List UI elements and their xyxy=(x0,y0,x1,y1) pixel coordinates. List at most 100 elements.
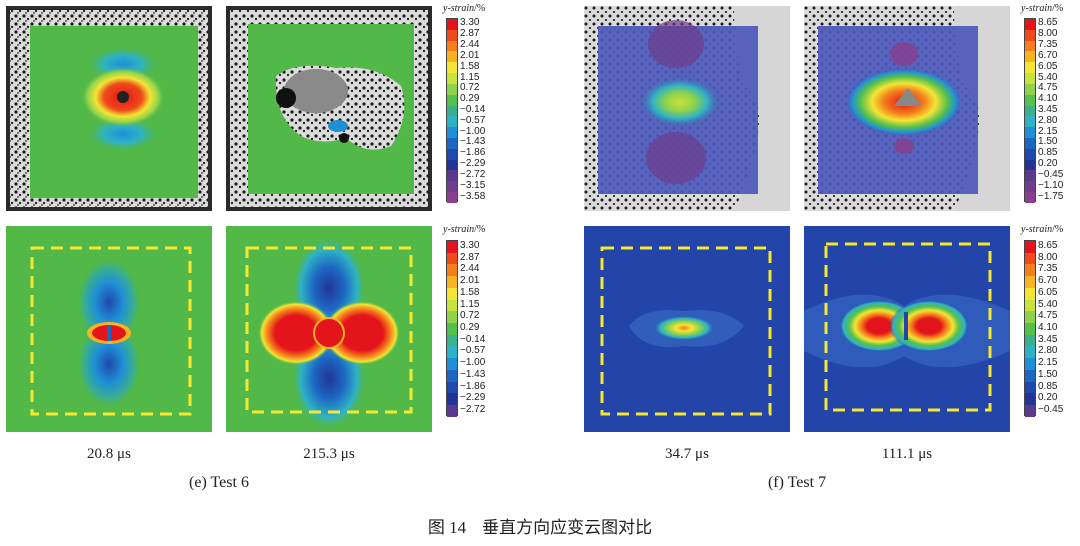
colorbar-tick-label: −0.45 xyxy=(1038,168,1064,180)
colorbar-tick-label: 8.00 xyxy=(1038,251,1058,263)
colorbar-segment xyxy=(447,299,457,312)
colorbar-tick-label: 4.10 xyxy=(1038,322,1058,333)
colorbar-segment xyxy=(1025,241,1035,253)
colorbar-segment xyxy=(447,252,457,265)
colorbar-segment xyxy=(447,276,457,288)
sim-image-test6-t2 xyxy=(226,226,432,432)
colorbar-tick-label: 7.35 xyxy=(1038,263,1058,275)
colorbar-tick-label: −2.72 xyxy=(460,404,486,416)
colorbar-tick-label: 1.15 xyxy=(460,71,480,83)
time-label-test6-t2: 215.3 μs xyxy=(303,446,355,462)
dic-image-test7-t1 xyxy=(584,6,790,211)
colorbar-tick-label: 8.65 xyxy=(1038,17,1058,29)
colorbar-tick-label: 8.65 xyxy=(1038,239,1058,251)
subfigure-label-test6: (e) Test 6 xyxy=(189,474,249,491)
figure-number: 图 14 xyxy=(427,518,467,537)
colorbar-tick-label: 4.10 xyxy=(1038,93,1058,105)
colorbar-tick-label: 2.80 xyxy=(1038,114,1058,126)
colorbar-segment xyxy=(447,116,457,128)
colorbar-segment xyxy=(1025,73,1035,84)
colorbar-segment xyxy=(1025,381,1035,394)
colorbar-segment xyxy=(1025,29,1035,41)
sim-image-test7-t2 xyxy=(804,226,1010,432)
colorbar-tick-label: −0.14 xyxy=(460,333,486,345)
colorbar-segment xyxy=(447,287,457,300)
dic-image-test7-t2 xyxy=(804,6,1010,211)
colorbar-tick-label: 5.40 xyxy=(1038,298,1058,310)
colorbar-segment xyxy=(447,159,457,171)
colorbar-tick-label: 2.80 xyxy=(1038,345,1058,357)
colorbar-test7-top xyxy=(1024,18,1036,203)
colorbar-segment xyxy=(447,105,457,117)
colorbar-tick-label: 0.20 xyxy=(1038,158,1058,170)
colorbar-test7-bottom xyxy=(1024,240,1036,417)
colorbar-segment xyxy=(1025,192,1035,203)
colorbar-tick-label: −1.00 xyxy=(460,125,486,137)
colorbar-tick-label: −1.43 xyxy=(460,136,486,148)
colorbar-tick-label: 4.75 xyxy=(1038,310,1058,322)
colorbar-tick-label: 2.44 xyxy=(460,39,480,51)
colorbar-segment xyxy=(447,73,457,84)
colorbar-segment xyxy=(1025,323,1035,335)
colorbar-segment xyxy=(447,94,457,106)
colorbar-tick-label: −0.14 xyxy=(460,104,486,115)
colorbar-segment xyxy=(1025,276,1035,288)
colorbar-tick-label: 6.05 xyxy=(1038,286,1058,298)
colorbar-tick-label: 6.05 xyxy=(1038,60,1058,72)
colorbar-segment xyxy=(447,346,457,359)
time-label-test6-t1: 20.8 μs xyxy=(87,446,131,462)
colorbar-segment xyxy=(447,405,457,417)
colorbar-tick-label: 0.72 xyxy=(460,82,480,94)
colorbar-segment xyxy=(1025,83,1035,95)
colorbar-segment xyxy=(447,393,457,406)
colorbar-segment xyxy=(1025,311,1035,324)
colorbar-tick-label: 0.85 xyxy=(1038,147,1058,159)
colorbar-segment xyxy=(447,381,457,394)
colorbar-tick-label: 0.29 xyxy=(460,93,480,105)
time-label-test7-t1: 34.7 μs xyxy=(665,446,709,462)
colorbar-tick-label: −2.29 xyxy=(460,392,486,404)
colorbar-segment xyxy=(1025,252,1035,265)
sim-image-test7-t1 xyxy=(584,226,790,432)
colorbar-tick-label: 3.30 xyxy=(460,239,480,251)
colorbar-segment xyxy=(447,51,457,63)
colorbar-tick-label: 6.70 xyxy=(1038,49,1058,61)
colorbar-tick-label: 2.01 xyxy=(460,49,480,61)
colorbar-segment xyxy=(1025,62,1035,74)
colorbar-segment xyxy=(447,181,457,192)
colorbar-tick-label: −1.43 xyxy=(460,368,486,380)
colorbar-segment xyxy=(1025,369,1035,382)
colorbar-tick-label: 6.70 xyxy=(1038,275,1058,287)
colorbar-segment xyxy=(1025,334,1035,347)
colorbar-segment xyxy=(447,170,457,182)
colorbar-title-test7-bottom: y-strain/% xyxy=(1021,224,1064,235)
colorbar-segment xyxy=(1025,159,1035,171)
colorbar-segment xyxy=(447,19,457,30)
colorbar-tick-label: 2.15 xyxy=(1038,125,1058,137)
colorbar-segment xyxy=(1025,148,1035,160)
colorbar-tick-label: −2.29 xyxy=(460,158,486,170)
colorbar-segment xyxy=(447,241,457,253)
colorbar-tick-label: 0.85 xyxy=(1038,380,1058,392)
colorbar-segment xyxy=(447,137,457,149)
colorbar-segment xyxy=(1025,299,1035,312)
colorbar-segment xyxy=(1025,40,1035,52)
time-label-test7-t2: 111.1 μs xyxy=(881,446,933,462)
colorbar-tick-label: −0.45 xyxy=(1038,404,1064,416)
colorbar-segment xyxy=(447,323,457,335)
colorbar-segment xyxy=(447,192,457,203)
colorbar-tick-label: −1.10 xyxy=(1038,179,1064,191)
colorbar-title-test6-top: y-strain/% xyxy=(443,3,486,14)
colorbar-tick-label: −0.57 xyxy=(460,114,486,126)
colorbar-title-test7-top: y-strain/% xyxy=(1021,3,1064,14)
figure-caption-text: 垂直方向应变云图对比 xyxy=(482,518,653,537)
colorbar-title-test6-bottom: y-strain/% xyxy=(443,224,486,235)
colorbar-tick-label: 2.01 xyxy=(460,275,480,287)
colorbar-segment xyxy=(447,127,457,138)
colorbar-tick-label: −3.15 xyxy=(460,179,486,191)
colorbar-tick-label: −0.57 xyxy=(460,345,486,357)
colorbar-tick-label: 1.58 xyxy=(460,286,480,298)
colorbar-segment xyxy=(1025,19,1035,30)
colorbar-segment xyxy=(1025,346,1035,359)
colorbar-tick-label: 2.15 xyxy=(1038,357,1058,369)
